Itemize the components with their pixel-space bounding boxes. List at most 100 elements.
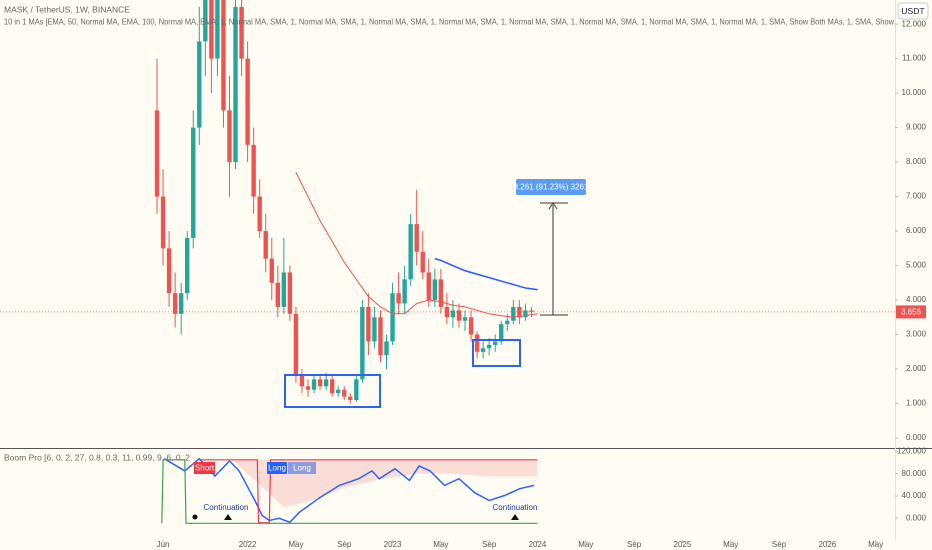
candle-body [239, 6, 244, 59]
candle-body [185, 237, 190, 294]
candle-body [293, 313, 299, 376]
candle-body [329, 379, 335, 394]
candle-body [178, 293, 184, 314]
candle-body [317, 379, 323, 387]
candle-body [209, 0, 214, 59]
candle-body [342, 389, 347, 397]
measure-label-box [516, 179, 586, 195]
y-tick-label: 2.000 [906, 364, 927, 373]
box-drawing [472, 339, 521, 367]
y-tick-label: 6.000 [906, 226, 927, 235]
x-tick-label: Sep [772, 540, 787, 549]
price-pane [0, 0, 895, 404]
signal-box [288, 462, 316, 474]
candle-body [172, 293, 178, 314]
measure-label: 3.261 (91.23%) 3261 [514, 183, 589, 192]
y-tick-label: 5.000 [906, 261, 927, 270]
measure-arrow [548, 202, 558, 210]
candle-body [166, 248, 172, 294]
x-tick-label: Sep [337, 540, 352, 549]
candle-body [486, 344, 492, 349]
candle-body [384, 341, 389, 356]
candle-body [360, 306, 365, 380]
x-tick-label: May [723, 540, 738, 549]
candle-body [438, 279, 444, 307]
candle-body [221, 0, 226, 111]
x-tick-label: 2026 [818, 540, 836, 549]
x-tick-label: May [868, 540, 883, 549]
candle-body [263, 231, 268, 259]
signal-triangle [224, 514, 232, 520]
y-tick-label: 8.000 [906, 157, 927, 166]
x-tick-label: May [288, 540, 303, 549]
continuation-label: Continuation [493, 503, 538, 512]
y-tick-label: 120.000 [897, 447, 926, 456]
candle-body [480, 348, 486, 352]
candle-body [197, 41, 202, 128]
currency-button[interactable] [897, 2, 929, 20]
candle-body [402, 279, 407, 304]
x-tick-label: May [433, 540, 448, 549]
candle-body [366, 306, 371, 342]
candle-body [354, 379, 359, 401]
candle-body [227, 110, 232, 163]
chart-title: MASK / TetherUS, 1W, BINANCE [4, 4, 130, 14]
signal-label: Long [268, 464, 286, 473]
candle-body [311, 379, 317, 390]
candle-body [372, 317, 377, 342]
y-tick-label: 12.000 [902, 19, 927, 28]
moving-average [295, 172, 538, 318]
candle-body [269, 258, 274, 283]
candle-body [233, 6, 238, 163]
candle-body [493, 341, 498, 345]
candle-body [462, 317, 468, 321]
indicator-title: Boom Pro [6, 0, 2, 27, 0.8, 0.3, 11, 0.9… [4, 452, 190, 462]
x-tick-label: 2025 [674, 540, 692, 549]
signal-box [267, 462, 287, 474]
x-tick-label: 2024 [529, 540, 547, 549]
candle-body [154, 110, 160, 197]
x-tick-label: Sep [627, 540, 642, 549]
candle-body [432, 279, 438, 301]
y-tick-label: 0.000 [906, 513, 927, 522]
candle-body [299, 375, 305, 387]
candle-body [408, 224, 413, 280]
last-price-box [896, 305, 926, 319]
candle-body [335, 389, 341, 394]
signal-label: Short [195, 464, 215, 473]
candle-body [203, 0, 208, 42]
moving-average [434, 257, 538, 291]
candle-body [468, 317, 474, 335]
candle-body [257, 196, 262, 232]
candle-body [511, 306, 516, 321]
candle-body [245, 58, 250, 145]
candle-body [281, 272, 287, 307]
x-tick-label: May [578, 540, 593, 549]
y-tick-label: 1.000 [906, 399, 927, 408]
candle-body [499, 324, 504, 342]
y-tick-label: 80.000 [902, 469, 927, 478]
last-price-label: 3.656 [901, 308, 922, 317]
axes: 12.000 11.000 10.000 9.000 8.000 7.000 6.000 5.… [157, 19, 927, 549]
candle-body [378, 317, 383, 356]
x-tick-label: Jun [157, 540, 170, 549]
indicator-line [163, 457, 535, 524]
candle-body [414, 224, 419, 252]
candle-body [323, 379, 329, 387]
y-tick-label: 7.000 [906, 192, 927, 201]
currency[interactable]: USDT [901, 6, 924, 16]
indicator-line [161, 459, 538, 524]
candle-body [444, 306, 450, 318]
signal-label: Long [293, 464, 311, 473]
candle-body [287, 272, 293, 314]
y-tick-label: 10.000 [902, 88, 927, 97]
candle-body [474, 334, 480, 352]
indicator-legend: 10 in 1 MAs [EMA, 50, Normal MA, EMA, 10… [4, 16, 895, 26]
candle-body [396, 293, 401, 304]
x-tick-label: 2022 [239, 540, 257, 549]
candle-body [523, 310, 528, 318]
signal-triangle [511, 514, 519, 520]
candle-body [251, 144, 256, 197]
